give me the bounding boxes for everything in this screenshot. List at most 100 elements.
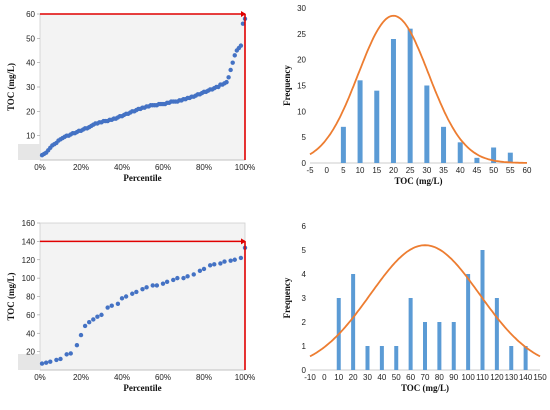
histogram-bar <box>424 85 430 163</box>
x-tick-label: 30 <box>363 373 372 382</box>
data-point <box>68 351 73 356</box>
data-point <box>212 262 217 267</box>
y-tick-label: 10 <box>26 132 35 141</box>
data-point <box>226 75 231 80</box>
x-tick-label: 130 <box>505 373 519 382</box>
data-point <box>197 268 203 273</box>
y-tick-label: 60 <box>26 311 35 320</box>
histogram-bar <box>357 80 363 163</box>
y-tick-label: 40 <box>26 59 35 68</box>
data-point <box>185 274 190 279</box>
x-tick-label: -5 <box>306 166 314 175</box>
percentile-chart-top: 10 20 30 40 50 60 0% 20% 40% 60% 80% 100% Percentile… <box>0 0 275 195</box>
histogram-bar <box>466 274 471 370</box>
data-point <box>82 323 88 329</box>
data-point <box>115 301 121 307</box>
histogram-bar <box>394 346 399 370</box>
axis-corner-block <box>18 354 40 370</box>
data-point <box>150 283 155 288</box>
data-point <box>240 21 246 26</box>
x-tick-label: 0% <box>34 163 46 172</box>
x-tick-label: 55 <box>506 166 515 175</box>
histogram-bar <box>509 346 514 370</box>
y-tick-label: 20 <box>26 107 35 116</box>
histogram-bar <box>408 298 413 370</box>
data-point <box>105 305 110 310</box>
normal-fit-curve <box>309 14 527 164</box>
histogram-top: 0 5 10 15 20 25 30 -5 0 5 10 15 20 25 30 35 40 45 50 55 60 TO… <box>275 0 550 195</box>
x-tick-label: 100 <box>461 373 475 382</box>
data-point <box>160 281 166 286</box>
data-point <box>164 279 170 284</box>
plot-area <box>39 13 246 161</box>
histogram-bar <box>423 322 427 370</box>
x-tick-label: 45 <box>472 166 481 175</box>
y-tick-label: 30 <box>26 83 35 92</box>
data-point <box>232 53 237 58</box>
data-point <box>119 296 125 301</box>
data-point <box>78 332 84 338</box>
data-point <box>58 356 63 362</box>
data-point <box>99 312 104 318</box>
x-tick-label: 110 <box>476 373 489 382</box>
x-axis-title: Percentile <box>123 173 161 183</box>
data-point <box>48 359 53 364</box>
y-axis-title: Frequency <box>282 277 292 318</box>
x-tick-label: 70 <box>421 373 430 382</box>
x-tick-label: 80% <box>196 373 212 382</box>
y-tick-label: 160 <box>22 219 36 228</box>
histogram-bar <box>351 274 356 370</box>
x-tick-label: 100% <box>235 373 255 382</box>
y-tick-label: 100 <box>22 274 36 283</box>
data-point <box>140 286 145 292</box>
x-tick-label: 50 <box>489 166 498 175</box>
x-tick-label: 10 <box>356 166 365 175</box>
y-tick-label: 5 <box>302 133 307 142</box>
data-point <box>181 275 186 281</box>
histogram-bar <box>340 126 346 163</box>
data-point <box>224 79 229 85</box>
histogram-bar <box>379 346 384 370</box>
data-point <box>201 266 207 272</box>
x-tick-label: 5 <box>341 166 346 175</box>
x-tick-label: 20 <box>349 373 358 382</box>
x-tick-label: 60 <box>406 373 415 382</box>
x-tick-label: 20% <box>73 373 89 382</box>
data-point <box>228 258 233 263</box>
data-point <box>171 277 176 283</box>
reference-arrowhead <box>241 238 246 245</box>
y-tick-label: 6 <box>302 222 307 231</box>
x-tick-label: 40 <box>456 166 465 175</box>
x-axis-title: TOC (mg/L) <box>401 383 449 393</box>
data-point <box>230 60 235 65</box>
histogram-bar <box>480 250 485 370</box>
histogram-bar <box>390 39 396 163</box>
data-point <box>91 317 96 322</box>
x-tick-label: 140 <box>519 373 533 382</box>
x-axis-title: Percentile <box>123 383 161 393</box>
histogram-bar <box>491 147 497 163</box>
histogram-bar <box>474 157 480 163</box>
y-tick-label: 2 <box>302 318 307 327</box>
data-point <box>228 67 233 73</box>
y-axis-title: Frequency <box>282 65 292 106</box>
x-tick-label: 90 <box>449 373 458 382</box>
histogram-bar <box>451 322 456 370</box>
data-point <box>207 263 213 268</box>
plot-area <box>39 222 246 371</box>
data-point <box>218 261 223 266</box>
x-tick-label: 30 <box>422 166 431 175</box>
y-tick-label: 120 <box>22 256 36 265</box>
histogram-bar <box>365 346 370 370</box>
data-point <box>222 259 227 264</box>
normal-fit-curve <box>309 244 541 358</box>
histogram-bar <box>374 90 380 163</box>
histogram-bar <box>407 28 413 163</box>
x-tick-label: 25 <box>406 166 415 175</box>
data-point <box>130 291 135 296</box>
x-tick-label: 60% <box>155 163 171 172</box>
percentile-chart-bottom-svg: 20 40 60 80 100 120 140 160 0% 20% 40% 60% 80% 100% Pe… <box>6 219 255 393</box>
data-point <box>87 320 92 325</box>
data-point <box>175 275 180 281</box>
